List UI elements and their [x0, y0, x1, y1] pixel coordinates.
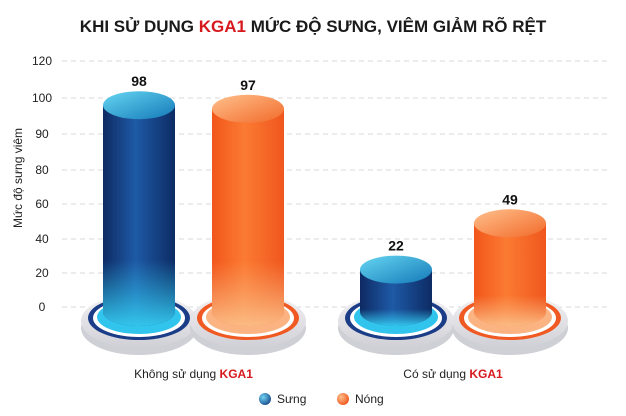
bar-gloss	[360, 269, 432, 326]
bar-top	[103, 91, 175, 120]
title-highlight: KGA1	[199, 17, 246, 36]
bar-top	[212, 94, 284, 123]
bar-top	[360, 255, 432, 284]
legend: Sưng Nóng	[259, 392, 384, 406]
y-tick-label: 80	[35, 163, 49, 177]
bar-gloss	[212, 108, 284, 326]
bar-gloss	[474, 223, 546, 326]
y-tick-label: 120	[32, 54, 52, 68]
data-label: 97	[240, 77, 256, 93]
y-tick-label: 60	[35, 197, 49, 211]
x-axis-labels: Không sử dụng KGA1 Có sử dụng KGA1	[134, 367, 503, 381]
x-tick-label: Không sử dụng KGA1	[134, 367, 253, 381]
x-tick-label: Có sử dụng KGA1	[403, 367, 503, 381]
data-labels: 98 97 22 49	[131, 73, 518, 253]
y-tick-label: 90	[35, 127, 49, 141]
legend-entry: Nóng	[355, 392, 384, 406]
title-text-end: MỨC ĐỘ SƯNG, VIÊM GIẢM RÕ RỆT	[246, 16, 547, 36]
legend-entry: Sưng	[277, 392, 306, 406]
data-label: 98	[131, 73, 147, 89]
title-text: KHI SỬ DỤNG	[80, 17, 199, 36]
y-tick-label: 20	[35, 266, 49, 280]
legend-swatch	[337, 393, 349, 405]
bar-gloss	[103, 105, 175, 326]
chart-title: KHI SỬ DỤNG KGA1 MỨC ĐỘ SƯNG, VIÊM GIẢM …	[80, 16, 547, 36]
y-tick-label: 0	[39, 300, 46, 314]
x-tick-label-text: Có sử dụng	[403, 367, 469, 381]
data-label: 49	[502, 191, 518, 207]
bar-top	[474, 209, 546, 238]
y-axis-label: Mức độ sưng viêm	[11, 128, 25, 228]
y-tick-label: 40	[35, 232, 49, 246]
x-tick-label-highlight: KGA1	[469, 367, 503, 381]
data-label: 22	[388, 238, 404, 254]
x-tick-label-text: Không sử dụng	[134, 367, 219, 381]
y-ticks: 0 20 40 60 80 90 100 120	[32, 54, 52, 314]
legend-swatch	[259, 393, 271, 405]
bars	[103, 91, 546, 326]
x-tick-label-highlight: KGA1	[220, 367, 254, 381]
y-tick-label: 100	[32, 91, 52, 105]
